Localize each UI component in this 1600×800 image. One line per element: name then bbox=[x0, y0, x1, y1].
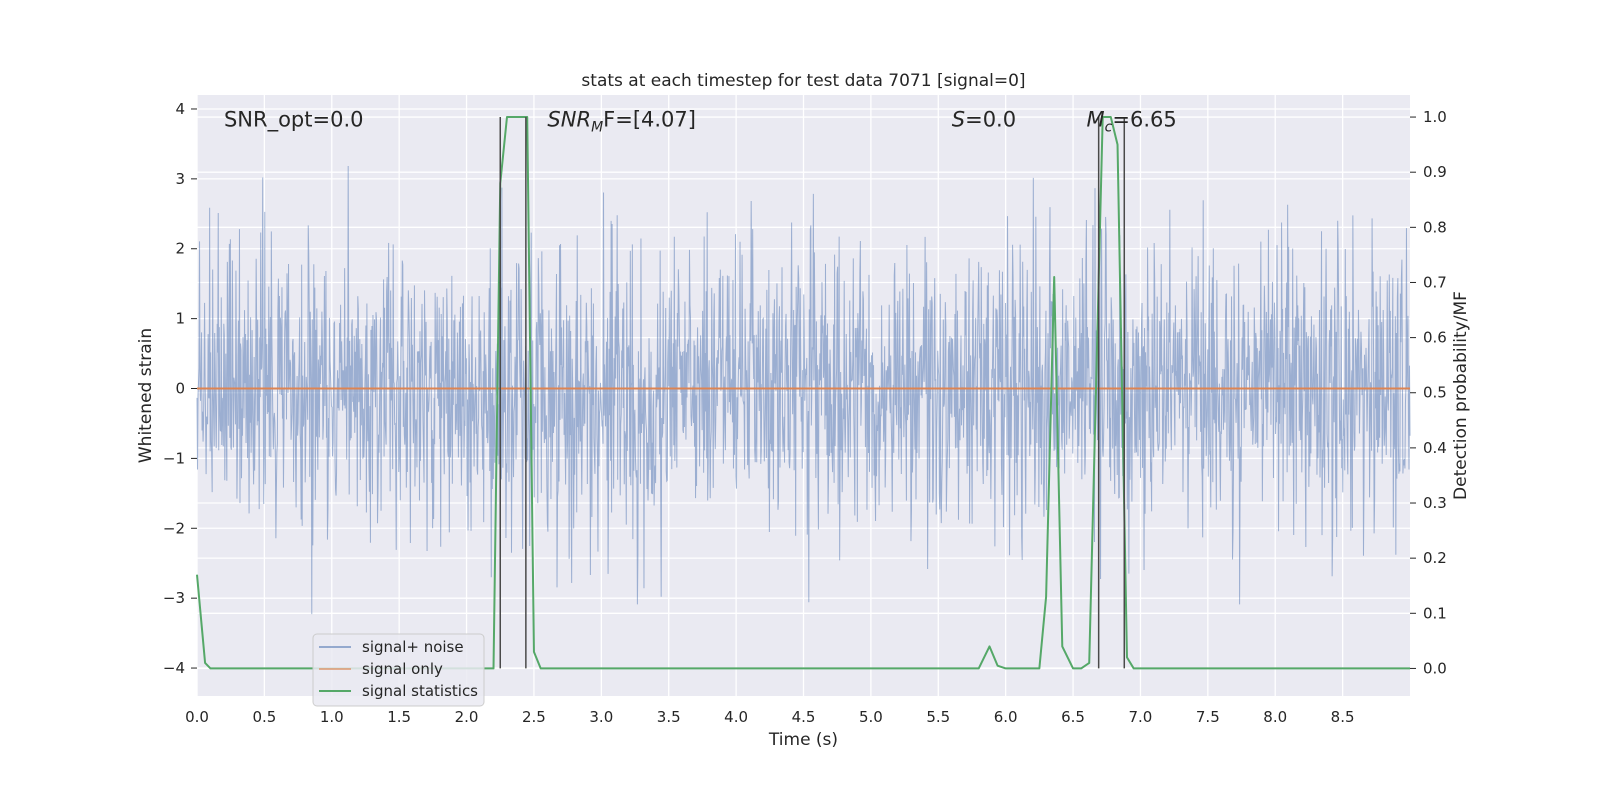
x-tick-label: 3.5 bbox=[657, 708, 681, 726]
legend-entry-signal-noise: signal+ noise bbox=[362, 638, 464, 656]
y-tick-label-left: −2 bbox=[163, 519, 185, 537]
y-tick-label-right: 0.9 bbox=[1423, 163, 1447, 181]
y-tick-label-left: 0 bbox=[175, 380, 185, 398]
x-tick-label: 5.5 bbox=[926, 708, 950, 726]
y-tick-label-right: 0.2 bbox=[1423, 549, 1447, 567]
y-tick-label-right: 0.6 bbox=[1423, 329, 1447, 347]
x-tick-label: 2.0 bbox=[455, 708, 479, 726]
y-tick-label-left: 1 bbox=[175, 310, 185, 328]
x-tick-label: 1.5 bbox=[387, 708, 411, 726]
y-tick-label-right: 0.4 bbox=[1423, 439, 1447, 457]
legend-entry-signal-statistics: signal statistics bbox=[362, 682, 478, 700]
x-tick-label: 3.0 bbox=[589, 708, 613, 726]
noise-series bbox=[196, 165, 1411, 615]
x-tick-label: 1.0 bbox=[320, 708, 344, 726]
annotation-1: SNRMF=[4.07] bbox=[547, 107, 696, 135]
y-axis-label-left: Whitened strain bbox=[136, 328, 156, 463]
x-tick-label: 6.0 bbox=[994, 708, 1018, 726]
x-tick-label: 8.0 bbox=[1263, 708, 1287, 726]
legend-box bbox=[312, 633, 485, 707]
legend: signal+ noise signal only signal statist… bbox=[312, 633, 485, 707]
y-tick-label-right: 0.7 bbox=[1423, 273, 1447, 291]
x-tick-label: 0.0 bbox=[185, 708, 209, 726]
y-axis-label-right: Detection probability/MF bbox=[1451, 291, 1471, 500]
annotations: SNR_opt=0.0 SNRMF=[4.07] S=0.0 Mc=6.65 bbox=[224, 107, 1177, 135]
x-axis-label: Time (s) bbox=[768, 730, 838, 750]
y-tick-label-left: 4 bbox=[175, 100, 185, 118]
y-tick-label-right: 0.8 bbox=[1423, 218, 1447, 236]
series-layer bbox=[196, 116, 1410, 670]
x-tick-label: 0.5 bbox=[252, 708, 276, 726]
y-tick-label-left: 3 bbox=[175, 170, 185, 188]
x-tick-label: 8.5 bbox=[1331, 708, 1355, 726]
x-tick-label: 2.5 bbox=[522, 708, 546, 726]
vertical-markers bbox=[499, 117, 1126, 669]
tick-labels: 0.0 0.5 1.0 1.5 2.0 2.5 3.0 3.5 4.0 4.5 5.0 5.5 6.0 6… bbox=[163, 100, 1447, 726]
x-tick-label: 4.0 bbox=[724, 708, 748, 726]
annotation-2: S=0.0 bbox=[952, 107, 1016, 131]
y-tick-label-right: 1.0 bbox=[1423, 108, 1447, 126]
x-tick-label: 4.5 bbox=[792, 708, 816, 726]
y-tick-label-right: 0.3 bbox=[1423, 494, 1447, 512]
x-tick-label: 6.5 bbox=[1061, 708, 1085, 726]
x-tick-label: 7.0 bbox=[1129, 708, 1153, 726]
y-tick-label-left: 2 bbox=[175, 240, 185, 258]
y-tick-label-right: 0.5 bbox=[1423, 384, 1447, 402]
chart-title: stats at each timestep for test data 707… bbox=[581, 71, 1025, 91]
legend-entry-signal-only: signal only bbox=[362, 660, 443, 678]
series-line-signal-statistics bbox=[196, 116, 1410, 670]
y-tick-label-right: 0.0 bbox=[1423, 659, 1447, 677]
x-tick-label: 5.0 bbox=[859, 708, 883, 726]
noise-line bbox=[196, 165, 1411, 615]
y-tick-label-left: −4 bbox=[163, 659, 185, 677]
x-tick-label: 7.5 bbox=[1196, 708, 1220, 726]
annotation-0: SNR_opt=0.0 bbox=[224, 107, 364, 132]
annotation-3: Mc=6.65 bbox=[1087, 107, 1177, 135]
y-tick-label-left: −3 bbox=[163, 589, 185, 607]
y-tick-label-left: −1 bbox=[163, 449, 185, 467]
y-tick-label-right: 0.1 bbox=[1423, 604, 1447, 622]
